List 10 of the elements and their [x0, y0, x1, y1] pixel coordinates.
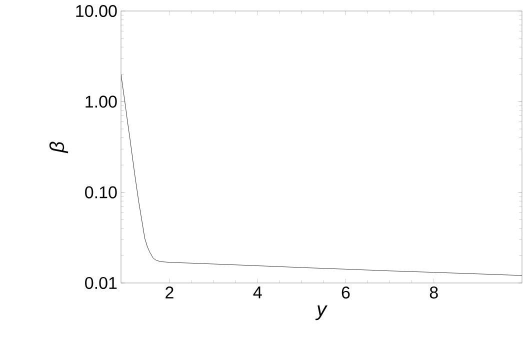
y-axis-title: β — [49, 142, 68, 154]
x-tick-label: 2 — [166, 286, 174, 298]
y-tick-label: 10.00 — [76, 4, 117, 18]
y-tick-label: 0.10 — [85, 186, 117, 198]
y-tick-label: 1.00 — [86, 96, 117, 108]
x-tick-label: 8 — [430, 286, 438, 299]
x-axis-title: y — [315, 305, 328, 320]
x-tick-label: 6 — [342, 286, 350, 299]
x-tick-label: 4 — [253, 286, 262, 298]
y-tick-label: 0.01 — [85, 276, 117, 290]
